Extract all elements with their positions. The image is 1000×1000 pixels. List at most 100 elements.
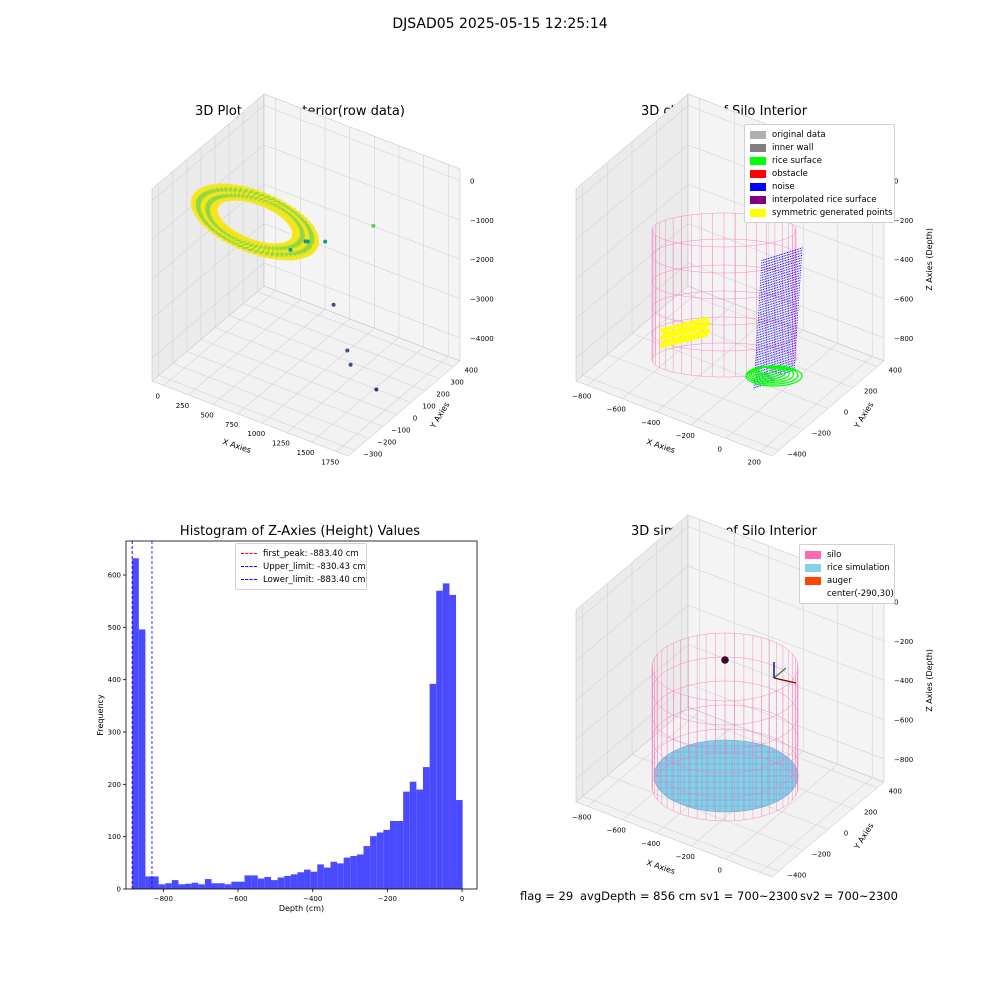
histogram-bar	[350, 856, 357, 889]
legend-swatch	[750, 182, 766, 191]
histogram-bar	[376, 832, 384, 889]
x-tick-label: −800	[154, 895, 173, 903]
y-tick-label: 400	[465, 367, 478, 375]
symmetric-point	[679, 330, 685, 336]
x-tick-label: 1000	[247, 430, 265, 438]
x-tick-label: 0	[156, 393, 160, 401]
noise-column	[793, 247, 803, 371]
legend-entry: rice surface	[750, 154, 889, 167]
y-tick-label: 200	[864, 388, 877, 396]
histogram-bar	[423, 767, 430, 889]
symmetric-point	[679, 322, 685, 328]
rice-surface-points	[745, 365, 803, 387]
y-tick-label: 100	[108, 833, 121, 841]
y-tick-label: 0	[413, 414, 417, 422]
legend-entry: rice simulation	[805, 561, 890, 574]
symmetric-point	[695, 334, 701, 340]
noise-column	[788, 248, 798, 373]
symmetric-point	[699, 333, 705, 339]
legend-line-sample	[241, 566, 257, 567]
symmetric-point	[663, 342, 669, 348]
y-tick-label: 500	[108, 624, 121, 632]
y-tick-label: 400	[889, 788, 902, 796]
legend-entry: symmetric generated points	[750, 206, 893, 219]
classify-3d-chart: −800 −600 −400 −200 0 200 −400 −200 0 200 400 0 −200…	[572, 93, 934, 467]
noise-column	[779, 251, 789, 378]
orientation-axes	[773, 662, 797, 684]
legend-label: auger	[827, 575, 852, 586]
y-tick-label: −300	[363, 450, 382, 458]
y-tick-label: 600	[108, 572, 121, 580]
y-tick-label: −100	[391, 426, 410, 434]
rice-surface-ring	[758, 366, 774, 374]
legend-label: silo	[827, 549, 842, 560]
rice-simulation-surface	[653, 739, 799, 813]
histogram-bar	[132, 558, 139, 889]
histogram-bar	[290, 874, 298, 889]
histogram-bar	[442, 583, 450, 889]
legend-label: noise	[772, 181, 795, 192]
legend-swatch	[805, 576, 821, 585]
outlier-point	[345, 348, 350, 353]
x-tick-label: 1250	[272, 440, 290, 448]
noise-column	[759, 257, 769, 387]
legend-label: Upper_limit: -830.43 cm	[263, 561, 366, 572]
histogram-bar	[310, 871, 318, 889]
symmetric-point	[705, 320, 711, 326]
histogram-bar	[165, 883, 172, 889]
symmetric-point	[705, 328, 711, 334]
legend-entry: silo	[805, 548, 889, 561]
histogram-bar	[211, 883, 219, 889]
x-tick-label: −600	[607, 406, 626, 414]
symmetric-point	[663, 334, 669, 340]
y-tick-label: 300	[451, 379, 464, 387]
histogram-bar	[158, 884, 166, 889]
symmetric-point	[683, 321, 689, 327]
symmetric-point	[703, 316, 709, 322]
symmetric-point	[691, 327, 697, 333]
symmetric-point	[671, 332, 677, 338]
noise-column	[753, 259, 763, 391]
histogram-bar	[396, 820, 404, 889]
histogram-bar	[363, 846, 371, 889]
histogram-bar	[231, 881, 238, 889]
axis-arrow-x	[773, 677, 797, 684]
y-tick-label: −200	[377, 438, 396, 446]
status-sv1: sv1 = 700~2300	[700, 889, 798, 903]
histogram-bar	[317, 864, 324, 889]
x-tick-label: 500	[200, 411, 213, 419]
histogram-bar	[145, 876, 153, 889]
outlier-point	[288, 247, 293, 252]
histogram-bar	[409, 781, 417, 889]
legend-swatch	[750, 169, 766, 178]
classify-legend: original data inner wall rice surface obsta…	[744, 124, 895, 223]
histogram-bar	[456, 800, 463, 889]
legend-entry: inner wall	[750, 141, 889, 154]
histogram-bar	[218, 883, 225, 889]
histogram-bar	[257, 878, 265, 889]
auger-marker	[721, 656, 729, 664]
legend-label: Lower_limit: -883.40 cm	[263, 574, 366, 585]
raw-point	[291, 234, 300, 240]
histogram-legend: first_peak: -883.40 cm Upper_limit: -830.…	[235, 543, 367, 590]
histogram-bar	[191, 882, 199, 889]
noise-column	[782, 250, 792, 376]
symmetric-point	[699, 325, 705, 331]
noise-column	[771, 254, 781, 382]
symmetric-point	[703, 332, 709, 338]
symmetric-point	[675, 331, 681, 337]
axis-arrow-y	[773, 667, 787, 679]
p2-xlabel: X Axies	[645, 437, 676, 455]
symmetric-point	[703, 324, 709, 330]
x-tick-label: 0	[460, 895, 464, 903]
outlier-point	[323, 239, 328, 244]
histogram-bar	[264, 876, 271, 889]
legend-entry: interpolated rice surface	[750, 193, 889, 206]
symmetric-point	[695, 318, 701, 324]
z-tick-label: −600	[894, 296, 913, 304]
histogram-bar	[138, 629, 146, 889]
noise-column	[775, 252, 785, 379]
depth-histogram-chart: −800 −600 −400 −200 0 0 100 200 300 400 500 600 Dept…	[96, 540, 478, 913]
x-tick-label: −800	[572, 814, 591, 822]
histogram-bar	[297, 872, 305, 889]
